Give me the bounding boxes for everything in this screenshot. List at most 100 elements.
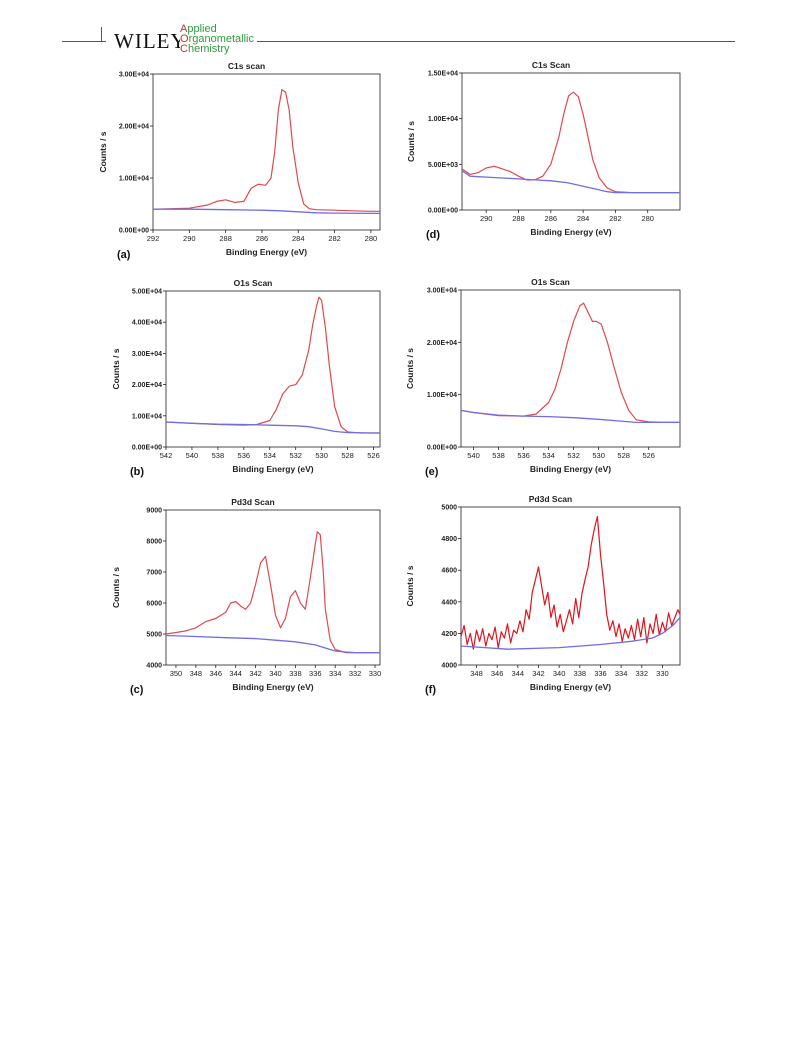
- x-tick-label: 336: [309, 669, 322, 678]
- x-tick-label: 342: [249, 669, 262, 678]
- x-tick-label: 332: [349, 669, 362, 678]
- y-tick-label: 1.50E+04: [428, 71, 458, 78]
- plot-frame: [165, 509, 381, 666]
- y-tick-label: 1.00E+04: [427, 392, 457, 399]
- y-tick-label: 5000: [146, 632, 162, 639]
- x-axis-label: Binding Energy (eV): [232, 464, 313, 474]
- background-line: [165, 634, 380, 654]
- journal-line-organometallic: Organometallic: [180, 33, 254, 45]
- y-tick-label: 5000: [441, 505, 457, 512]
- y-tick-label: 5.00E+03: [428, 162, 458, 169]
- x-tick-label: 528: [617, 451, 630, 460]
- x-tick-label: 528: [341, 451, 354, 460]
- x-tick-label: 344: [512, 669, 525, 678]
- x-tick-label: 338: [574, 669, 587, 678]
- x-tick-label: 280: [365, 234, 378, 243]
- y-tick-label: 1.00E+04: [428, 116, 458, 123]
- x-tick-label: 534: [542, 451, 555, 460]
- x-axis-label: Binding Energy (eV): [226, 247, 307, 257]
- y-axis-label: Counts / s: [406, 121, 416, 162]
- x-tick-label: 532: [289, 451, 302, 460]
- x-tick-label: 284: [577, 214, 590, 223]
- y-tick-label: 0.00E+00: [119, 228, 149, 235]
- chart-title: C1s scan: [228, 61, 265, 71]
- x-tick-label: 286: [256, 234, 269, 243]
- plot-frame: [165, 290, 381, 448]
- y-tick-label: 9000: [146, 508, 162, 515]
- x-tick-label: 540: [467, 451, 480, 460]
- x-tick-label: 282: [328, 234, 341, 243]
- x-tick-label: 536: [517, 451, 530, 460]
- x-tick-label: 284: [292, 234, 305, 243]
- x-tick-label: 338: [289, 669, 302, 678]
- y-tick-label: 1.00E+04: [119, 176, 149, 183]
- x-tick-label: 340: [553, 669, 566, 678]
- chart-panel: 290 288 286 284 282 280 0.00E+00 5.00E+03 1.00E+…: [406, 60, 681, 241]
- y-tick-label: 1.00E+04: [132, 413, 162, 420]
- signal-line: [460, 302, 680, 423]
- x-tick-label: 288: [512, 214, 525, 223]
- x-tick-label: 282: [609, 214, 622, 223]
- chart-panel: 540 538 536 534 532 530 528 526 0.00E+00 1.00E+04…: [405, 277, 681, 478]
- background-line: [165, 421, 380, 434]
- plot-frame: [461, 72, 681, 211]
- signal-line: [152, 88, 380, 212]
- y-tick-label: 4600: [441, 568, 457, 575]
- journal-line-chemistry: Chemistry: [180, 43, 230, 55]
- panel-label: (c): [130, 684, 144, 696]
- signal-line: [461, 91, 680, 194]
- x-tick-label: 530: [592, 451, 605, 460]
- chart-panel: 292 290 288 286 284 282 280 0.00E+00 1.00E+04 2.0…: [98, 61, 381, 261]
- y-tick-label: 6000: [146, 601, 162, 608]
- y-tick-label: 8000: [146, 539, 162, 546]
- x-tick-label: 290: [480, 214, 493, 223]
- signal-line: [460, 515, 681, 650]
- header-rule-tick: [101, 27, 102, 42]
- journal-header: WILEY Applied Organometallic Chemistry: [0, 0, 793, 60]
- y-tick-label: 7000: [146, 570, 162, 577]
- y-tick-label: 4000: [441, 663, 457, 670]
- x-tick-label: 538: [212, 451, 225, 460]
- y-tick-label: 0.00E+00: [132, 445, 162, 452]
- signal-line: [165, 296, 380, 434]
- journal-line-applied: Applied: [180, 23, 217, 35]
- x-tick-label: 330: [369, 669, 382, 678]
- x-tick-label: 346: [491, 669, 504, 678]
- x-tick-label: 342: [532, 669, 545, 678]
- y-tick-label: 2.00E+04: [132, 382, 162, 389]
- x-tick-label: 286: [545, 214, 558, 223]
- y-tick-label: 2.00E+04: [427, 340, 457, 347]
- chart-panel: 348 346 344 342 340 338 336 334 332 330 4000 4200 44…: [405, 494, 681, 696]
- x-tick-label: 534: [263, 451, 276, 460]
- x-tick-label: 350: [170, 669, 183, 678]
- y-axis-label: Counts / s: [111, 567, 121, 608]
- x-axis-label: Binding Energy (eV): [530, 464, 611, 474]
- y-tick-label: 3.00E+04: [119, 72, 149, 79]
- chart-title: O1s Scan: [531, 277, 570, 287]
- panel-label: (b): [130, 466, 144, 478]
- y-tick-label: 3.00E+04: [132, 351, 162, 358]
- x-tick-label: 540: [186, 451, 199, 460]
- background-line: [461, 170, 680, 194]
- y-tick-label: 4800: [441, 536, 457, 543]
- y-axis-label: Counts / s: [98, 131, 108, 172]
- header-rule-right: [180, 41, 735, 42]
- publisher-logo: WILEY: [114, 29, 189, 54]
- panel-label: (a): [117, 249, 131, 261]
- x-tick-label: 536: [238, 451, 251, 460]
- y-tick-label: 2.00E+04: [119, 124, 149, 131]
- x-tick-label: 526: [642, 451, 655, 460]
- journal-name: Applied Organometallic Chemistry: [180, 23, 257, 55]
- x-axis-label: Binding Energy (eV): [530, 682, 611, 692]
- plot-frame: [460, 289, 681, 448]
- y-axis-label: Counts / s: [111, 348, 121, 389]
- panel-label: (f): [425, 684, 436, 696]
- y-tick-label: 4000: [146, 663, 162, 670]
- x-tick-label: 532: [567, 451, 580, 460]
- header-rule-left: [62, 41, 106, 42]
- chart-title: Pd3d Scan: [231, 497, 274, 507]
- x-tick-label: 292: [147, 234, 160, 243]
- x-tick-label: 330: [656, 669, 669, 678]
- x-tick-label: 280: [641, 214, 654, 223]
